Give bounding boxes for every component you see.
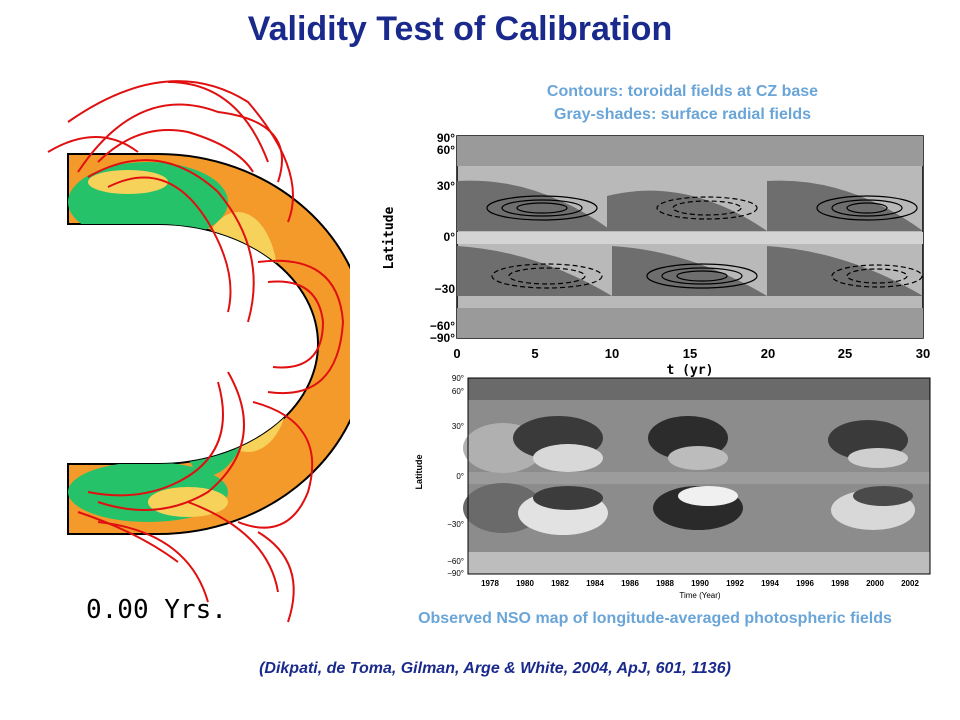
sim-ylabel: Latitude bbox=[382, 207, 397, 270]
sim-xtick: 30 bbox=[916, 346, 930, 361]
caption-contours: Contours: toroidal fields at CZ base bbox=[546, 83, 819, 100]
sim-ytick: −30 bbox=[435, 282, 456, 296]
sim-xtick: 5 bbox=[531, 346, 538, 361]
obs-xtick: 1994 bbox=[761, 579, 779, 588]
citation: (Dikpati, de Toma, Gilman, Arge & White,… bbox=[259, 660, 731, 677]
obs-xtick: 1998 bbox=[831, 579, 849, 588]
sim-y-ticks: 90° 60° 30° 0° −30 −60° −90° bbox=[430, 131, 455, 345]
obs-xtick: 1996 bbox=[796, 579, 814, 588]
obs-x-ticks: 1978 1980 1982 1984 1986 1988 1990 1992 … bbox=[481, 579, 919, 588]
observed-nso-butterfly-map: Latitude 90° 60° 30° 0° −30° −60° −90° 1… bbox=[414, 374, 931, 600]
sim-ytick: −60° bbox=[430, 319, 455, 333]
caption-observed-map: Observed NSO map of longitude-averaged p… bbox=[418, 610, 892, 627]
obs-xtick: 2000 bbox=[866, 579, 884, 588]
obs-xtick: 1988 bbox=[656, 579, 674, 588]
obs-xtick: 1982 bbox=[551, 579, 569, 588]
obs-ytick: 60° bbox=[452, 387, 464, 396]
obs-xtick: 1984 bbox=[586, 579, 604, 588]
obs-ytick: 0° bbox=[456, 472, 464, 481]
sim-ytick: 90° bbox=[437, 131, 455, 145]
sim-ytick: 60° bbox=[437, 143, 455, 157]
obs-xlabel: Time (Year) bbox=[679, 591, 721, 600]
obs-ytick: −90° bbox=[447, 569, 464, 578]
sim-xtick: 15 bbox=[683, 346, 697, 361]
obs-xtick: 1992 bbox=[726, 579, 744, 588]
sim-xtick: 25 bbox=[838, 346, 852, 361]
obs-xtick: 2002 bbox=[901, 579, 919, 588]
obs-ytick: 90° bbox=[452, 374, 464, 383]
caption-grayshades: Gray-shades: surface radial fields bbox=[554, 106, 811, 123]
obs-xtick: 1990 bbox=[691, 579, 709, 588]
simulated-butterfly-diagram: Latitude 90° 60° 30° 0° −30 −60° −90° 0 … bbox=[382, 131, 930, 378]
obs-xtick: 1986 bbox=[621, 579, 639, 588]
obs-ytick: −60° bbox=[447, 557, 464, 566]
sim-ytick: −90° bbox=[430, 331, 455, 345]
magnetic-field-lines bbox=[47, 80, 345, 623]
sim-xtick: 20 bbox=[761, 346, 775, 361]
sim-xtick: 10 bbox=[605, 346, 619, 361]
obs-ytick: 30° bbox=[452, 422, 464, 431]
sim-ytick: 30° bbox=[437, 179, 455, 193]
obs-xtick: 1980 bbox=[516, 579, 534, 588]
slide-title: Validity Test of Calibration bbox=[247, 10, 673, 48]
convection-zone-shell bbox=[67, 153, 350, 535]
sim-ytick: 0° bbox=[444, 230, 456, 244]
sim-x-ticks: 0 5 10 15 20 25 30 bbox=[453, 346, 930, 361]
dynamo-simulation-panel: 0.00 Yrs. bbox=[38, 62, 350, 636]
obs-ytick: −30° bbox=[447, 520, 464, 529]
sim-xtick: 0 bbox=[453, 346, 460, 361]
caption-top: Contours: toroidal fields at CZ base Gra… bbox=[470, 80, 895, 126]
active-region-patterns bbox=[463, 416, 915, 535]
obs-xtick: 1978 bbox=[481, 579, 499, 588]
sim-xlabel: t (yr) bbox=[667, 363, 714, 378]
sim-time-label: 0.00 Yrs. bbox=[86, 595, 227, 625]
obs-y-ticks: 90° 60° 30° 0° −30° −60° −90° bbox=[447, 374, 464, 578]
obs-ylabel: Latitude bbox=[414, 455, 424, 490]
toroidal-field-contours bbox=[486, 195, 923, 289]
